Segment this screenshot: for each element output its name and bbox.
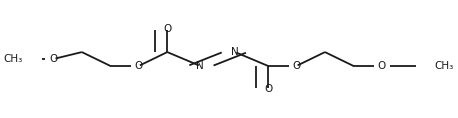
Text: O: O (264, 84, 272, 94)
Text: O: O (163, 24, 171, 34)
Text: N: N (231, 47, 239, 57)
Text: CH₃: CH₃ (435, 61, 454, 71)
Text: O: O (292, 61, 300, 71)
Text: N: N (196, 61, 204, 71)
Text: O: O (378, 61, 386, 71)
Text: CH₃: CH₃ (4, 54, 23, 64)
Text: O: O (49, 54, 58, 64)
Text: O: O (135, 61, 143, 71)
